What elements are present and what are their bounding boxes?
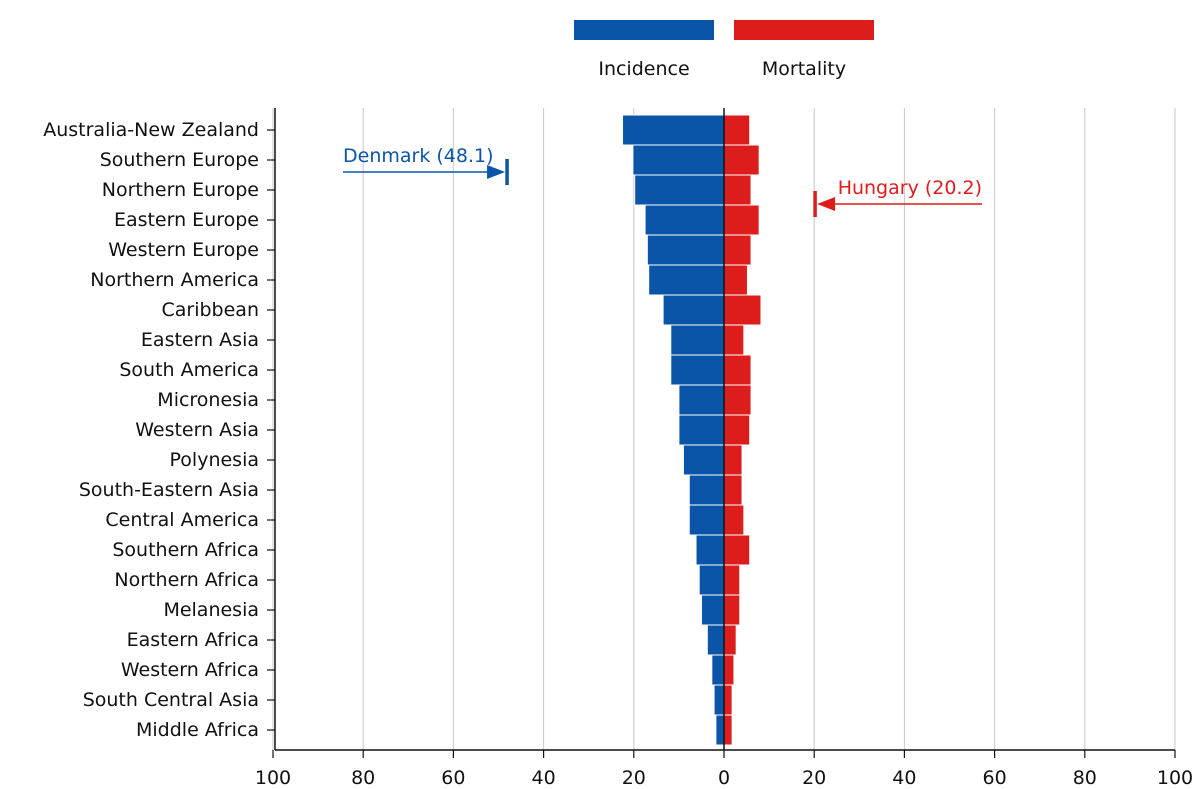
incidence-bar [622, 114, 725, 146]
category-label: Polynesia [170, 449, 259, 471]
x-tick-label: 60 [441, 767, 465, 789]
category-label: Northern Africa [114, 569, 259, 591]
x-tick-label: 60 [983, 767, 1007, 789]
mortality-bar [723, 714, 733, 746]
mortality-bar [723, 174, 752, 206]
mortality-bar [723, 624, 737, 656]
legend-swatch-mortality [734, 20, 874, 40]
x-tick-label: 20 [622, 767, 646, 789]
category-label: Northern Europe [102, 179, 259, 201]
legend-label-mortality: Mortality [762, 58, 846, 80]
mortality-bar [723, 294, 762, 326]
category-label: Melanesia [163, 599, 259, 621]
category-label: Micronesia [157, 389, 259, 411]
incidence-bar [713, 684, 725, 716]
incidence-bar [678, 414, 725, 446]
mortality-bar [723, 474, 743, 506]
incidence-bar [688, 504, 725, 536]
bars [622, 114, 762, 746]
incidence-bar [634, 174, 725, 206]
category-label: South-Eastern Asia [79, 479, 259, 501]
x-tick-label: 20 [802, 767, 826, 789]
incidence-bar [646, 234, 725, 266]
incidence-bar [706, 624, 725, 656]
mortality-bar [723, 684, 733, 716]
annotation-denmark-label: Denmark (48.1) [343, 145, 494, 167]
legend: Incidence Mortality [574, 20, 874, 80]
incidence-bar [688, 474, 725, 506]
x-tick-label: 100 [1157, 767, 1193, 789]
mortality-bar [723, 114, 751, 146]
category-label: Northern America [90, 269, 259, 291]
incidence-bar [678, 384, 725, 416]
category-labels: Australia-New Zealand Southern Europe Nort… [43, 119, 259, 741]
category-label: Western Europe [108, 239, 259, 261]
mortality-bar [723, 414, 751, 446]
category-label: Eastern Europe [114, 209, 259, 231]
incidence-bar [715, 714, 725, 746]
x-tick-label: 100 [255, 767, 291, 789]
axes [267, 108, 1176, 758]
incidence-bar [648, 264, 725, 296]
mortality-bar [723, 444, 743, 476]
category-label: Caribbean [162, 299, 260, 321]
x-tick-label: 40 [532, 767, 556, 789]
mortality-bar [723, 264, 748, 296]
legend-label-incidence: Incidence [598, 58, 689, 80]
annotations: Denmark (48.1) Hungary (20.2) [343, 145, 982, 217]
annotation-denmark-arrowhead [487, 165, 506, 179]
incidence-bar [670, 324, 725, 356]
category-label: Western Africa [121, 659, 259, 681]
x-tick-label: 80 [351, 767, 375, 789]
mortality-bar [723, 654, 735, 686]
incidence-bar [700, 594, 725, 626]
incidence-bar [711, 654, 725, 686]
incidence-bar [632, 144, 725, 176]
incidence-bar [695, 534, 725, 566]
mortality-bar [723, 564, 741, 596]
x-tick-label: 0 [718, 767, 730, 789]
incidence-bar [682, 444, 725, 476]
mortality-bar [723, 534, 751, 566]
category-label: Eastern Africa [127, 629, 259, 651]
mortality-bar [723, 384, 752, 416]
category-label: Western Asia [135, 419, 259, 441]
category-label: South America [119, 359, 259, 381]
legend-swatch-incidence [574, 20, 714, 40]
category-label: Eastern Asia [141, 329, 259, 351]
mortality-bar [723, 204, 760, 236]
mortality-bar [723, 354, 752, 386]
incidence-bar [698, 564, 725, 596]
x-tick-label: 40 [892, 767, 916, 789]
category-label: Central America [105, 509, 259, 531]
mortality-bar [723, 144, 760, 176]
mortality-bar [723, 234, 752, 266]
category-label: Southern Africa [112, 539, 259, 561]
incidence-bar [662, 294, 725, 326]
category-label: Australia-New Zealand [43, 119, 259, 141]
category-label: South Central Asia [83, 689, 259, 711]
annotation-hungary-label: Hungary (20.2) [838, 177, 982, 199]
x-tick-label: 80 [1073, 767, 1097, 789]
annotation-hungary-arrowhead [817, 197, 836, 211]
category-label: Southern Europe [100, 149, 259, 171]
mortality-bar [723, 594, 741, 626]
tick-labels: 100 80 60 40 20 0 20 40 60 80 100 [255, 767, 1193, 789]
incidence-bar [644, 204, 725, 236]
incidence-bar [670, 354, 725, 386]
category-label: Middle Africa [136, 719, 259, 741]
mortality-bar [723, 324, 745, 356]
mortality-bar [723, 504, 745, 536]
